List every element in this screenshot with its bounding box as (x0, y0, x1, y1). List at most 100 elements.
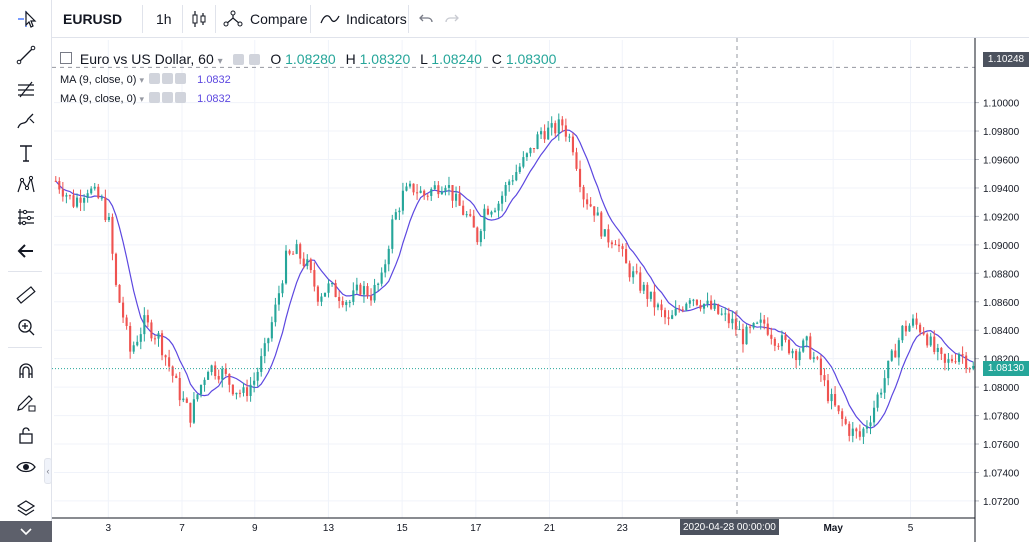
x-tick-label: 17 (470, 523, 482, 534)
symbol-search[interactable]: EURUSD (63, 11, 123, 27)
redo-icon[interactable] (444, 0, 460, 38)
candle-body (238, 392, 242, 394)
chevron-down-icon[interactable]: ▾ (139, 75, 145, 85)
layers-icon[interactable] (8, 494, 44, 524)
candle-body (93, 186, 96, 189)
candle-body (706, 300, 709, 304)
candle-body (685, 303, 688, 311)
ma-value: 1.0832 (197, 93, 231, 105)
candle-body (695, 299, 698, 305)
ruler-icon[interactable] (8, 280, 44, 310)
candle-body (571, 136, 575, 153)
toolbar-divider (142, 5, 143, 33)
toolbar-collapse-handle[interactable]: ‹ (44, 458, 52, 484)
candle-body (380, 272, 383, 284)
candle-body (791, 350, 794, 354)
chevron-down-icon[interactable] (0, 521, 52, 542)
settings-icon[interactable] (149, 92, 161, 103)
candle-body (773, 338, 776, 346)
candle-body (692, 299, 695, 301)
candle-body (819, 358, 822, 376)
candle-body (702, 303, 706, 309)
ma-label: MA (9, close, 0) (60, 93, 137, 105)
candle-body (228, 373, 231, 385)
candle-body (146, 315, 149, 323)
open-label: O (270, 51, 282, 67)
candle-body (306, 259, 309, 267)
lock-icon[interactable] (8, 420, 44, 450)
magnet-icon[interactable] (8, 356, 44, 386)
visibility-icon[interactable] (249, 54, 261, 65)
brush-icon[interactable] (8, 106, 44, 136)
visibility-icon[interactable] (162, 92, 174, 103)
candle-body (950, 359, 954, 362)
pattern-icon[interactable] (8, 170, 44, 200)
text-icon[interactable] (8, 138, 44, 168)
indicators-button[interactable]: Indicators (320, 0, 407, 38)
visibility-icon[interactable] (162, 73, 174, 84)
candle-body (865, 426, 869, 429)
candle-body (508, 181, 511, 186)
candle-style-icon[interactable] (191, 0, 207, 38)
ma-legend-2[interactable]: MA (9, close, 0) ▾ 1.0832 (60, 92, 231, 105)
ma-legend-1[interactable]: MA (9, close, 0) ▾ 1.0832 (60, 73, 231, 86)
cursor-icon[interactable] (8, 4, 44, 34)
legend-title[interactable]: Euro vs US Dollar, 60 (79, 51, 214, 67)
candle-body (408, 183, 412, 187)
candle-body (522, 157, 525, 167)
candle-body (798, 351, 801, 361)
candle-body (416, 192, 419, 194)
candle-body (795, 350, 798, 361)
x-tick-label: 3 (106, 523, 112, 534)
chevron-down-icon[interactable]: ▾ (217, 56, 223, 67)
candle-body (678, 308, 681, 310)
trend-line-icon[interactable] (8, 40, 44, 70)
settings-icon[interactable] (149, 73, 161, 84)
candle-body (872, 407, 876, 423)
back-arrow-icon[interactable] (8, 236, 44, 266)
candle-body (919, 324, 922, 333)
eye-icon[interactable] (8, 452, 44, 482)
candle-body (281, 283, 284, 294)
lock-draw-icon[interactable] (8, 388, 44, 418)
candle-body (688, 300, 691, 304)
collapse-legend-icon[interactable] (60, 52, 72, 64)
candle-body (926, 334, 929, 346)
interval-button[interactable]: 1h (156, 11, 172, 27)
close-icon[interactable] (175, 73, 187, 84)
candle-body (660, 304, 663, 311)
candle-body (589, 204, 592, 207)
zoom-icon[interactable] (8, 312, 44, 342)
x-tick-label: 23 (617, 523, 629, 534)
fib-icon[interactable] (8, 74, 44, 104)
candle-body (366, 286, 369, 297)
undo-icon[interactable] (418, 0, 434, 38)
high-label: H (345, 51, 356, 67)
candle-body (759, 319, 762, 323)
candle-body (178, 377, 181, 401)
candle-body (738, 329, 741, 331)
y-tick-label: 1.07400 (983, 468, 1020, 479)
close-icon[interactable] (175, 92, 187, 103)
candle-body (369, 296, 373, 301)
candle-body (292, 253, 295, 255)
candle-body (851, 428, 854, 436)
candle-body (377, 283, 380, 285)
candle-body (398, 210, 401, 213)
price-chart[interactable]: 1.07200 1.07400 1.07600 1.07800 1.08000 1.082… (52, 38, 1029, 542)
candle-body (295, 244, 298, 254)
candle-body (469, 214, 472, 216)
settings-icon[interactable] (232, 54, 244, 65)
candle-body (607, 229, 610, 243)
candle-body (465, 214, 468, 216)
candle-body (649, 291, 652, 299)
candle-body (447, 185, 451, 188)
candle-body (532, 147, 536, 149)
prediction-icon[interactable] (8, 202, 44, 232)
chevron-down-icon[interactable]: ▾ (139, 94, 145, 104)
candle-body (667, 317, 670, 319)
compare-button[interactable]: Compare (222, 0, 308, 38)
candle-body (235, 392, 238, 395)
candle-body (830, 393, 833, 402)
crosshair-overlay (52, 38, 975, 518)
